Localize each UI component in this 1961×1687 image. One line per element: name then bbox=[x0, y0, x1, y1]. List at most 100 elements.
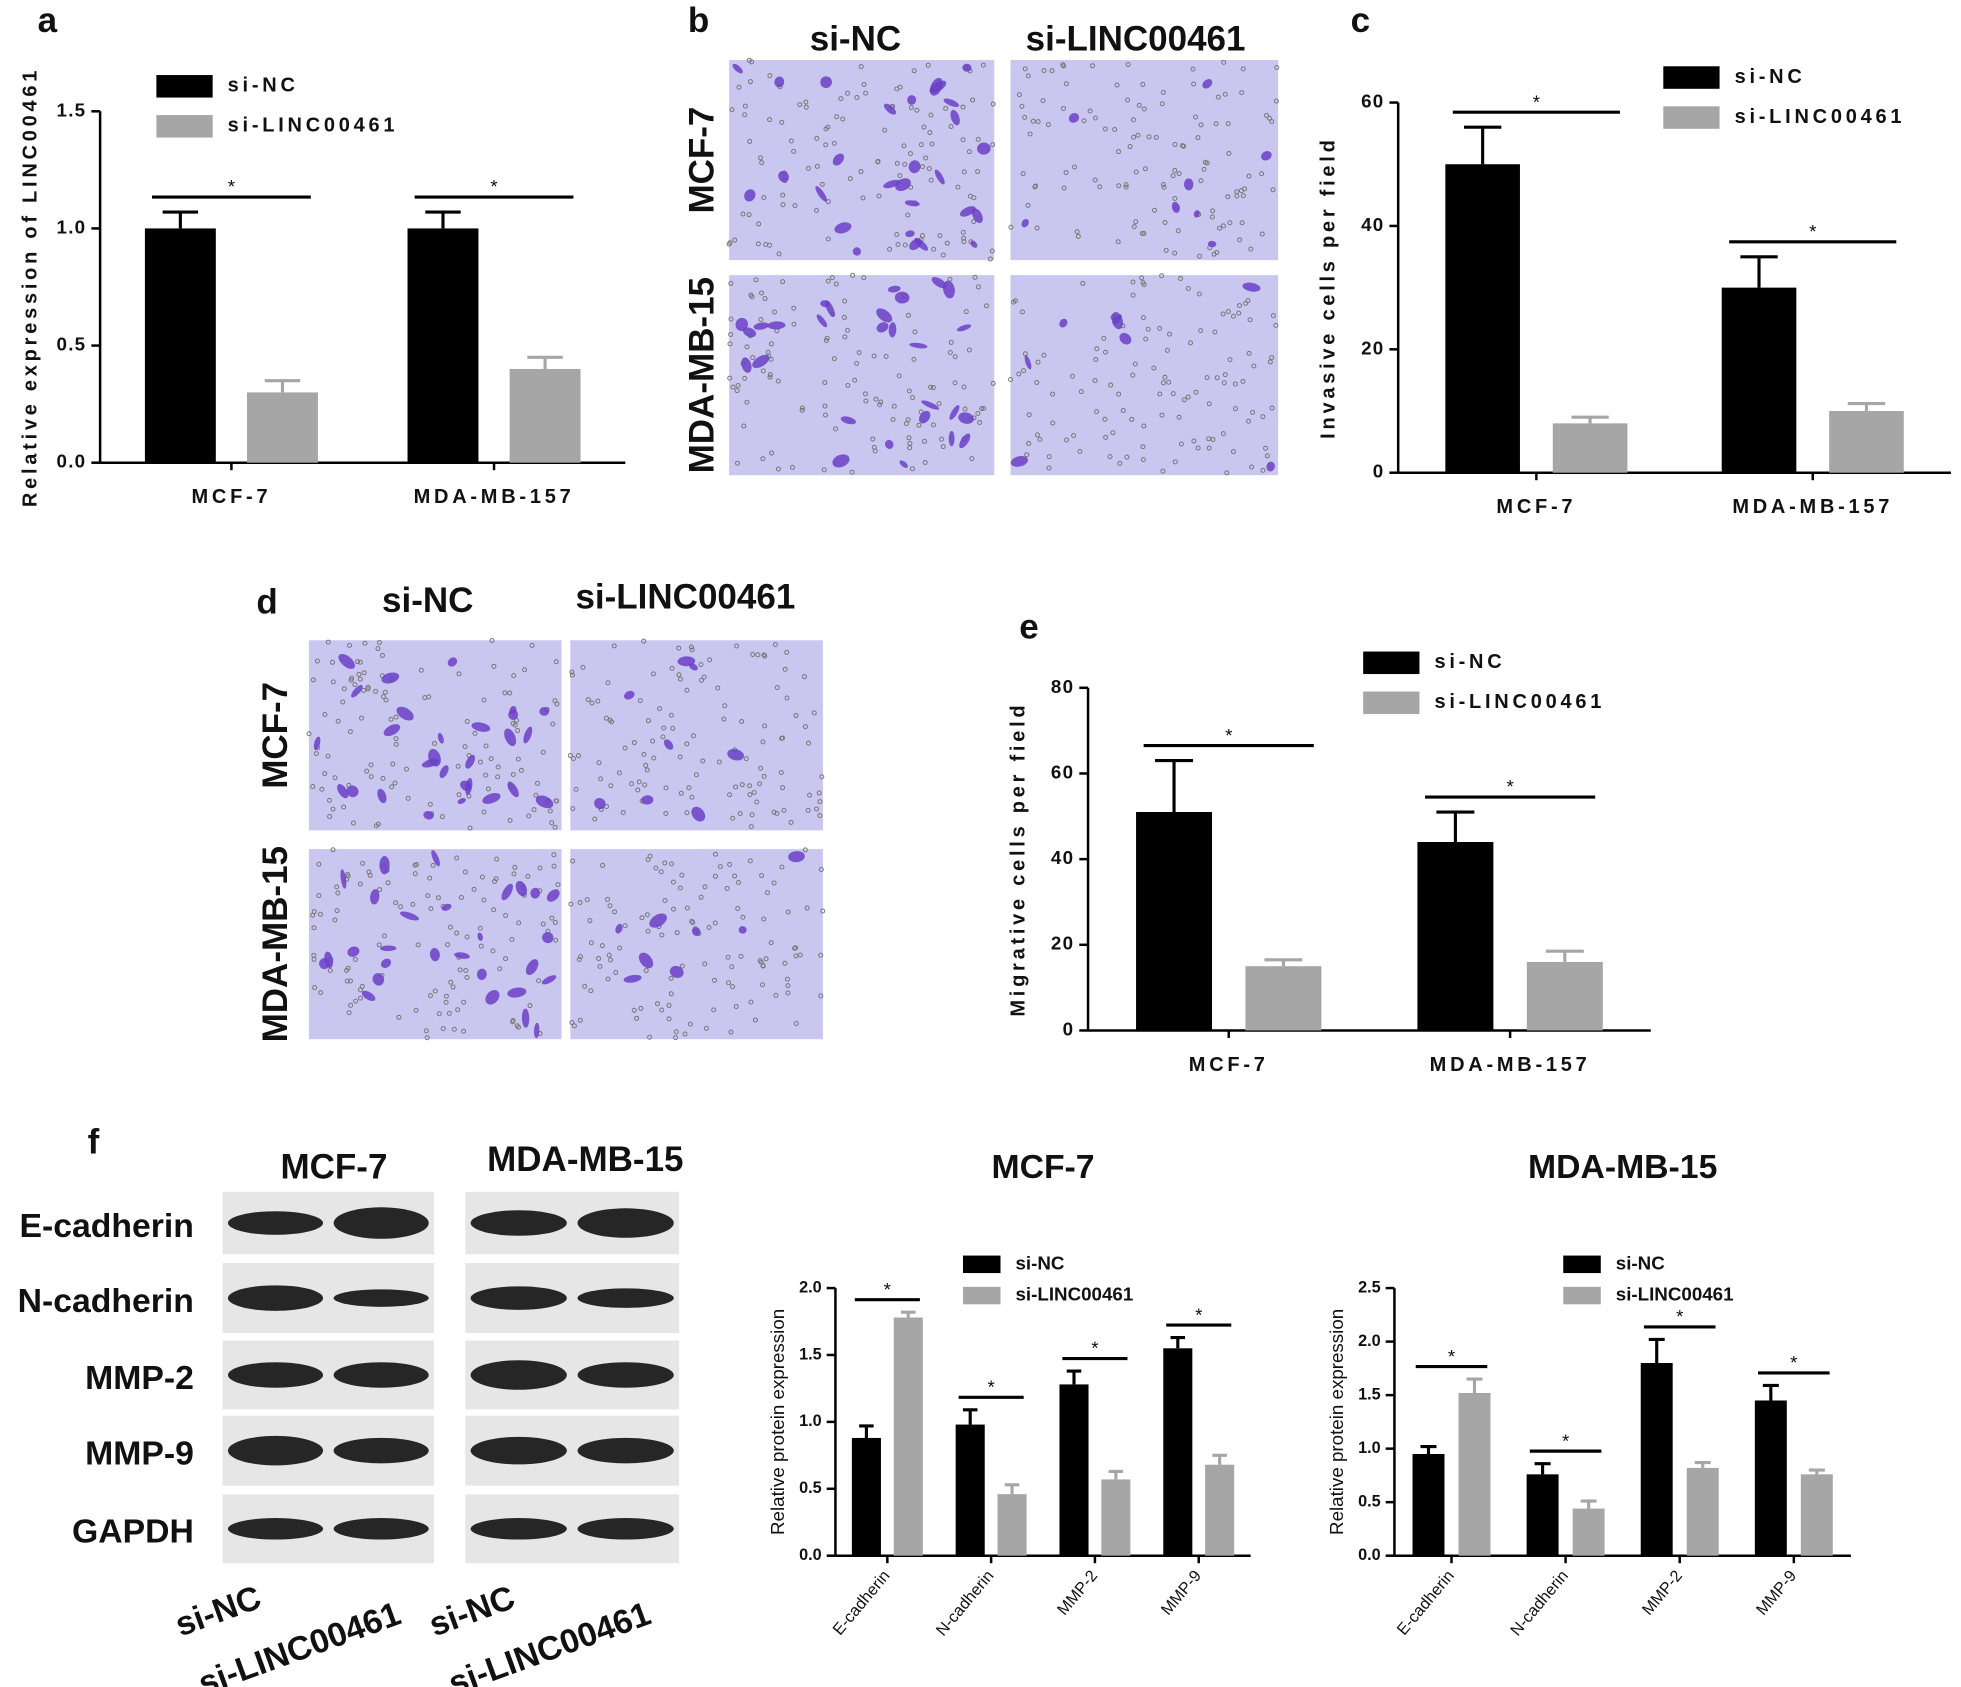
cell-dot bbox=[947, 349, 953, 355]
cell-dot bbox=[960, 229, 966, 235]
cell-dot bbox=[576, 956, 582, 962]
cell-dot bbox=[310, 677, 316, 683]
cell-dot bbox=[1170, 173, 1176, 179]
cell-dot bbox=[803, 99, 809, 105]
cell-dot bbox=[551, 852, 557, 858]
cell-dot bbox=[1232, 406, 1238, 412]
cell-dot bbox=[940, 252, 946, 258]
cell-dot bbox=[553, 937, 559, 943]
cell-dot bbox=[1026, 412, 1032, 418]
cell-dot bbox=[1243, 300, 1249, 306]
cell-dot bbox=[684, 905, 690, 911]
cell-dot bbox=[961, 239, 967, 245]
cell-dot bbox=[771, 880, 777, 886]
y-tick-label: 2.5 bbox=[1358, 1278, 1381, 1296]
cell-dot bbox=[1141, 282, 1147, 288]
cell-dot bbox=[1225, 309, 1231, 315]
stained-cell bbox=[347, 946, 360, 957]
cell-dot bbox=[875, 158, 881, 164]
cell-dot bbox=[1037, 436, 1043, 442]
cell-dot bbox=[722, 703, 728, 709]
blot-band bbox=[470, 1518, 567, 1540]
column-header: si-LINC00461 bbox=[1026, 20, 1246, 59]
cell-dot bbox=[611, 643, 617, 649]
cell-dot bbox=[955, 184, 961, 190]
cell-dot bbox=[549, 820, 555, 826]
cell-dot bbox=[688, 644, 694, 650]
micrograph-bg bbox=[1010, 60, 1279, 261]
cell-dot bbox=[462, 869, 468, 875]
cell-dot bbox=[930, 422, 936, 428]
cell-dot bbox=[430, 862, 436, 868]
micrograph bbox=[1008, 59, 1280, 261]
error-bar bbox=[1420, 1444, 1437, 1454]
cell-dot bbox=[348, 677, 354, 683]
cell-dot bbox=[644, 767, 650, 773]
cell-dot bbox=[360, 860, 366, 866]
cell-dot bbox=[1180, 143, 1186, 149]
cell-dot bbox=[743, 756, 749, 762]
cell-dot bbox=[760, 368, 766, 374]
cell-dot bbox=[1220, 311, 1226, 317]
cell-dot bbox=[1230, 449, 1236, 455]
cell-dot bbox=[990, 142, 996, 148]
cell-dot bbox=[676, 672, 682, 678]
stained-cell bbox=[918, 410, 931, 424]
cell-dot bbox=[471, 886, 477, 892]
cell-dot bbox=[1274, 65, 1280, 71]
x-tick-label: MCF-7 bbox=[191, 486, 271, 508]
cell-dot bbox=[679, 872, 685, 878]
panel-letter: a bbox=[38, 1, 58, 40]
micrograph bbox=[568, 847, 826, 1041]
stained-cell bbox=[744, 189, 756, 202]
cell-dot bbox=[740, 211, 746, 217]
cell-dot bbox=[1159, 412, 1165, 418]
legend-label: si-NC bbox=[228, 75, 299, 97]
cell-dot bbox=[1232, 381, 1238, 387]
cell-dot bbox=[311, 909, 317, 915]
cell-dot bbox=[1221, 380, 1227, 386]
cell-dot bbox=[426, 694, 432, 700]
cell-dot bbox=[887, 246, 893, 252]
error-bar bbox=[1762, 1383, 1779, 1401]
cell-dot bbox=[921, 124, 927, 130]
stained-cell bbox=[504, 728, 517, 747]
cell-dot bbox=[686, 785, 692, 791]
stained-cell bbox=[383, 724, 401, 737]
cell-dot bbox=[713, 851, 719, 857]
cell-dot bbox=[385, 880, 391, 886]
cell-dot bbox=[313, 751, 319, 757]
cell-dot bbox=[1152, 207, 1158, 213]
cell-dot bbox=[641, 638, 647, 644]
cell-dot bbox=[427, 993, 433, 999]
stained-cell bbox=[949, 405, 960, 420]
cell-dot bbox=[1185, 394, 1191, 400]
cell-dot bbox=[1210, 436, 1216, 442]
cell-dot bbox=[318, 990, 324, 996]
stained-cell bbox=[956, 324, 972, 332]
stained-cell bbox=[380, 945, 397, 952]
cell-dot bbox=[580, 664, 586, 670]
cell-dot bbox=[658, 869, 664, 875]
cell-dot bbox=[791, 321, 797, 327]
cell-dot bbox=[825, 278, 831, 284]
cell-dot bbox=[760, 739, 766, 745]
legend-label: si-NC bbox=[1735, 66, 1806, 88]
cell-dot bbox=[817, 813, 823, 819]
cell-dot bbox=[1115, 239, 1121, 245]
cell-dot bbox=[509, 936, 515, 942]
cell-dot bbox=[747, 858, 753, 864]
cell-dot bbox=[907, 151, 913, 157]
cell-dot bbox=[432, 988, 438, 994]
stained-cell bbox=[421, 758, 440, 768]
cell-dot bbox=[768, 940, 774, 946]
cell-dot bbox=[785, 909, 791, 915]
cell-dot bbox=[1172, 167, 1178, 173]
cell-dot bbox=[721, 716, 727, 722]
cell-dot bbox=[443, 993, 449, 999]
cell-dot bbox=[728, 331, 734, 337]
y-tick-label: 1.5 bbox=[799, 1345, 822, 1363]
y-tick-label: 40 bbox=[1361, 214, 1384, 235]
cell-dot bbox=[588, 988, 594, 994]
cell-dot bbox=[1159, 101, 1165, 107]
